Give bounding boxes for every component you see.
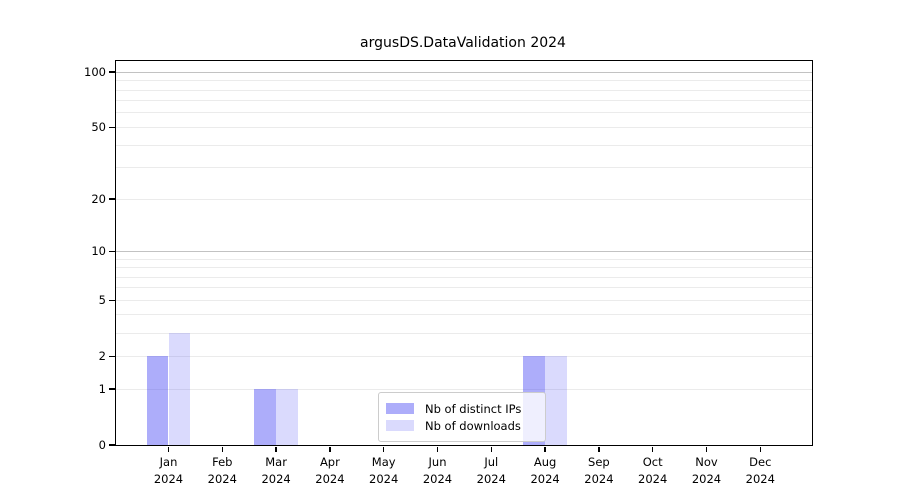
x-tick-mark xyxy=(759,446,762,452)
minor-gridline xyxy=(116,112,812,114)
x-tick-mark xyxy=(436,446,439,452)
legend: Nb of distinct IPs Nb of downloads xyxy=(378,392,546,442)
x-tick-month: Jun xyxy=(428,455,447,469)
x-tick-label: Dec 2024 xyxy=(728,454,792,488)
legend-row: Nb of downloads xyxy=(386,417,537,434)
bar-downloads xyxy=(168,333,191,445)
x-tick-month: Jan xyxy=(159,455,178,469)
x-tick-mark xyxy=(490,446,493,452)
y-tick-mark xyxy=(108,250,115,253)
y-tick-mark xyxy=(108,444,115,446)
x-tick-label: Mar 2024 xyxy=(244,454,308,488)
x-tick-mark xyxy=(705,446,708,452)
x-tick-year: 2024 xyxy=(638,472,668,486)
minor-gridline xyxy=(116,355,812,357)
x-tick-year: 2024 xyxy=(530,472,560,486)
y-tick-mark xyxy=(108,71,115,73)
x-tick-year: 2024 xyxy=(691,472,722,486)
legend-swatch xyxy=(386,403,414,414)
x-tick-year: 2024 xyxy=(207,472,237,486)
x-tick-year: 2024 xyxy=(315,472,345,486)
y-tick-label: 100 xyxy=(84,65,106,80)
legend-swatch xyxy=(386,420,414,431)
minor-gridline xyxy=(116,89,812,91)
x-tick-label: May 2024 xyxy=(352,454,416,488)
y-tick-mark xyxy=(108,126,115,129)
x-tick-year: 2024 xyxy=(476,472,506,486)
x-tick-year: 2024 xyxy=(369,472,399,486)
minor-gridline xyxy=(116,258,812,260)
x-tick-month: Aug xyxy=(533,455,557,469)
x-tick-month: Sep xyxy=(588,455,610,469)
minor-gridline xyxy=(116,267,812,268)
bar-downloads xyxy=(276,389,298,445)
minor-gridline xyxy=(116,332,812,334)
x-tick-month: Dec xyxy=(749,455,772,469)
x-tick-label: Oct 2024 xyxy=(621,454,685,488)
y-tick-label: 5 xyxy=(98,293,106,308)
x-tick-label: Apr 2024 xyxy=(298,454,362,488)
x-tick-year: 2024 xyxy=(745,472,775,486)
x-tick-month: Apr xyxy=(319,455,340,469)
x-tick-mark xyxy=(275,446,277,452)
minor-gridline xyxy=(116,144,812,146)
minor-gridline xyxy=(116,126,812,128)
minor-gridline xyxy=(116,80,812,82)
minor-gridline xyxy=(116,198,812,200)
x-tick-label: Nov 2024 xyxy=(675,454,739,488)
x-tick-mark xyxy=(598,446,600,452)
y-tick-label: 10 xyxy=(91,244,106,259)
x-tick-year: 2024 xyxy=(584,472,614,486)
bar-distinct-ips xyxy=(254,389,277,445)
major-gridline xyxy=(116,71,812,73)
chart-title: argusDS.DataValidation 2024 xyxy=(360,35,566,51)
y-tick-label: 0 xyxy=(98,438,106,452)
x-tick-month: Mar xyxy=(265,455,287,469)
x-tick-mark xyxy=(167,446,170,452)
x-tick-month: Feb xyxy=(212,455,233,469)
y-tick-label: 50 xyxy=(91,120,106,135)
x-tick-month: Nov xyxy=(695,455,718,469)
minor-gridline xyxy=(116,314,812,316)
x-tick-mark xyxy=(382,446,385,452)
y-tick-mark xyxy=(108,388,115,390)
x-tick-mark xyxy=(221,446,224,452)
x-tick-label: Jan 2024 xyxy=(137,454,201,488)
x-tick-label: Feb 2024 xyxy=(190,454,254,488)
x-tick-label: Jul 2024 xyxy=(459,454,523,488)
legend-label: Nb of downloads xyxy=(425,418,521,433)
y-tick-label: 20 xyxy=(91,192,106,207)
minor-gridline xyxy=(116,167,812,169)
x-tick-month: Jul xyxy=(484,455,499,469)
x-tick-year: 2024 xyxy=(261,472,291,486)
legend-label: Nb of distinct IPs xyxy=(425,401,522,416)
y-tick-mark xyxy=(108,355,115,357)
bar-downloads xyxy=(545,356,567,445)
x-tick-mark xyxy=(329,446,331,452)
minor-gridline xyxy=(116,276,812,278)
bar-distinct-ips xyxy=(146,356,169,445)
x-tick-month: Oct xyxy=(642,455,663,469)
plot-area: Nb of distinct IPs Nb of downloads 0 1 2 5 10… xyxy=(84,60,813,486)
y-tick-label: 1 xyxy=(98,382,106,396)
y-tick-label: 2 xyxy=(98,349,106,364)
y-tick-mark xyxy=(108,299,115,301)
x-tick-year: 2024 xyxy=(153,472,184,486)
x-tick-year: 2024 xyxy=(422,472,453,486)
x-tick-mark xyxy=(651,446,654,452)
major-gridline xyxy=(116,250,812,252)
minor-gridline xyxy=(116,388,812,390)
x-tick-month: May xyxy=(371,455,396,469)
minor-gridline xyxy=(116,299,812,301)
x-tick-mark xyxy=(544,446,546,452)
x-tick-label: Aug 2024 xyxy=(513,454,577,488)
x-tick-label: Jun 2024 xyxy=(406,454,470,488)
minor-gridline xyxy=(116,287,812,289)
minor-gridline xyxy=(116,100,812,102)
x-tick-label: Sep 2024 xyxy=(567,454,631,488)
y-tick-mark xyxy=(108,198,115,200)
legend-row: Nb of distinct IPs xyxy=(386,400,537,417)
